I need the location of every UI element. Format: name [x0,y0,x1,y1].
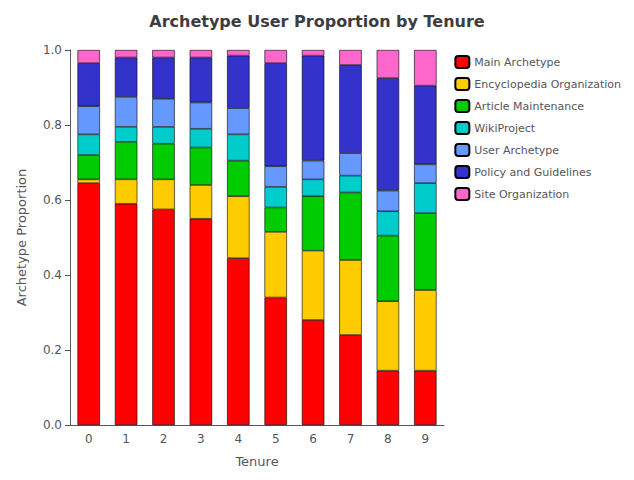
svg-text:0.0: 0.0 [43,418,62,432]
svg-text:8: 8 [384,432,392,446]
svg-text:0: 0 [85,432,93,446]
svg-text:Encyclopedia Organization: Encyclopedia Organization [474,78,621,91]
svg-text:7: 7 [347,432,355,446]
svg-text:0.2: 0.2 [43,343,62,357]
svg-text:1: 1 [122,432,130,446]
svg-text:Article Maintenance: Article Maintenance [474,100,584,113]
svg-text:Archetype User Proportion by T: Archetype User Proportion by Tenure [149,12,485,31]
svg-text:0.8: 0.8 [43,118,62,132]
svg-text:1.0: 1.0 [43,43,62,57]
svg-text:6: 6 [309,432,317,446]
svg-text:Site Organization: Site Organization [474,188,569,201]
svg-text:5: 5 [272,432,280,446]
svg-text:Policy and Guidelines: Policy and Guidelines [474,166,591,179]
svg-text:0.6: 0.6 [43,193,62,207]
svg-text:4: 4 [234,432,242,446]
svg-text:0.4: 0.4 [43,268,62,282]
svg-text:Archetype Proportion: Archetype Proportion [14,169,29,307]
svg-text:3: 3 [197,432,205,446]
svg-text:9: 9 [421,432,429,446]
svg-text:WikiProject: WikiProject [474,122,535,135]
svg-text:2: 2 [160,432,168,446]
svg-text:User Archetype: User Archetype [474,144,559,157]
svg-text:Main Archetype: Main Archetype [474,56,560,69]
svg-text:Tenure: Tenure [234,454,278,469]
